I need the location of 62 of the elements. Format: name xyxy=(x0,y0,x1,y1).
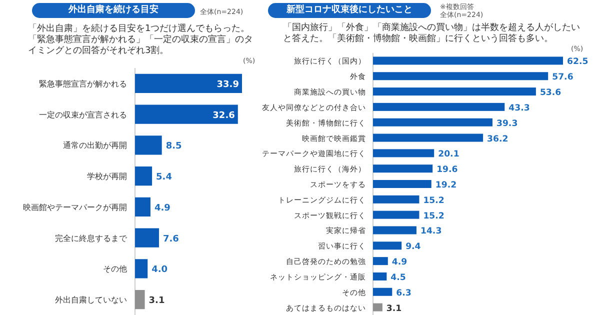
bar xyxy=(373,88,536,96)
bar xyxy=(373,164,433,173)
data-label: 19.6 xyxy=(436,165,458,176)
data-label: 15.2 xyxy=(423,211,444,222)
data-label: 4.5 xyxy=(390,272,406,283)
data-label: 4.0 xyxy=(152,265,168,276)
chart-subtitle: 「外出自粛」を続ける目安を1つだけ選んでもらった。「緊急事態宣言が解かれる」「一定の収束の宣言」のタイミングとの回答がそれぞれ3割。 xyxy=(28,24,253,57)
data-label: 7.6 xyxy=(162,234,179,244)
data-label: 33.9 xyxy=(216,80,239,90)
data-label: 32.6 xyxy=(212,110,235,121)
y-tick-label: 緊急事態宣言が解かれる xyxy=(39,79,127,88)
bar xyxy=(373,56,563,65)
bar xyxy=(373,242,402,250)
data-label: 43.3 xyxy=(508,103,530,114)
y-tick-label: その他 xyxy=(103,264,127,274)
data-label: 8.5 xyxy=(166,142,182,152)
data-label: 3.1 xyxy=(386,304,402,314)
bar xyxy=(135,228,159,248)
data-label: 4.9 xyxy=(154,203,170,214)
bar xyxy=(373,180,432,188)
data-label: 9.4 xyxy=(406,242,421,252)
y-tick-label: 映画館やテーマパークが再開 xyxy=(23,202,127,212)
bar xyxy=(373,226,416,234)
bar xyxy=(373,272,387,280)
y-tick-label: 外出自粛していない xyxy=(55,296,127,305)
y-tick-label: 通常の出勤が再開 xyxy=(63,141,127,150)
bar xyxy=(135,104,238,124)
bar xyxy=(135,290,145,310)
data-label: 62.5 xyxy=(567,57,588,68)
bar xyxy=(373,118,492,126)
bar xyxy=(373,149,434,158)
bar xyxy=(135,166,152,186)
bar xyxy=(373,102,505,111)
bar xyxy=(135,259,148,278)
data-label: 3.1 xyxy=(148,296,165,306)
data-label: 36.2 xyxy=(487,134,508,144)
bar xyxy=(373,288,392,296)
data-label: 20.1 xyxy=(438,150,460,160)
bar xyxy=(373,210,420,219)
data-label: 4.9 xyxy=(392,258,408,268)
data-label: 6.3 xyxy=(396,288,412,298)
bar xyxy=(373,134,484,142)
bar xyxy=(373,195,420,204)
data-label: 19.2 xyxy=(435,180,457,190)
y-tick-label: 一定の収束が宣言される xyxy=(39,110,127,120)
chart-title: 新型コロナ収束後にしたいこと xyxy=(268,3,431,18)
bar xyxy=(135,74,242,94)
chart-title: 外出自粛を続ける目安 xyxy=(32,3,195,18)
bar xyxy=(135,136,162,155)
bar xyxy=(373,72,548,80)
bar xyxy=(135,197,150,217)
data-label: 5.4 xyxy=(156,172,172,183)
bar xyxy=(373,303,382,312)
data-label: 53.6 xyxy=(540,88,562,98)
data-label: 39.3 xyxy=(496,118,518,129)
data-label: 15.2 xyxy=(423,196,444,206)
y-tick-label: 完全に終息するまで xyxy=(55,234,128,243)
bar xyxy=(373,257,388,266)
data-label: 57.6 xyxy=(552,72,574,83)
y-tick-label: 学校が再開 xyxy=(87,172,127,182)
data-label: 14.3 xyxy=(420,226,442,237)
chart-subtitle: 「国内旅行」「外食」「商業施設への買い物」は半数を超える人がしたいと答えた。「美術館・博物館・映画館」に行くという回答も多い。 xyxy=(283,23,581,45)
